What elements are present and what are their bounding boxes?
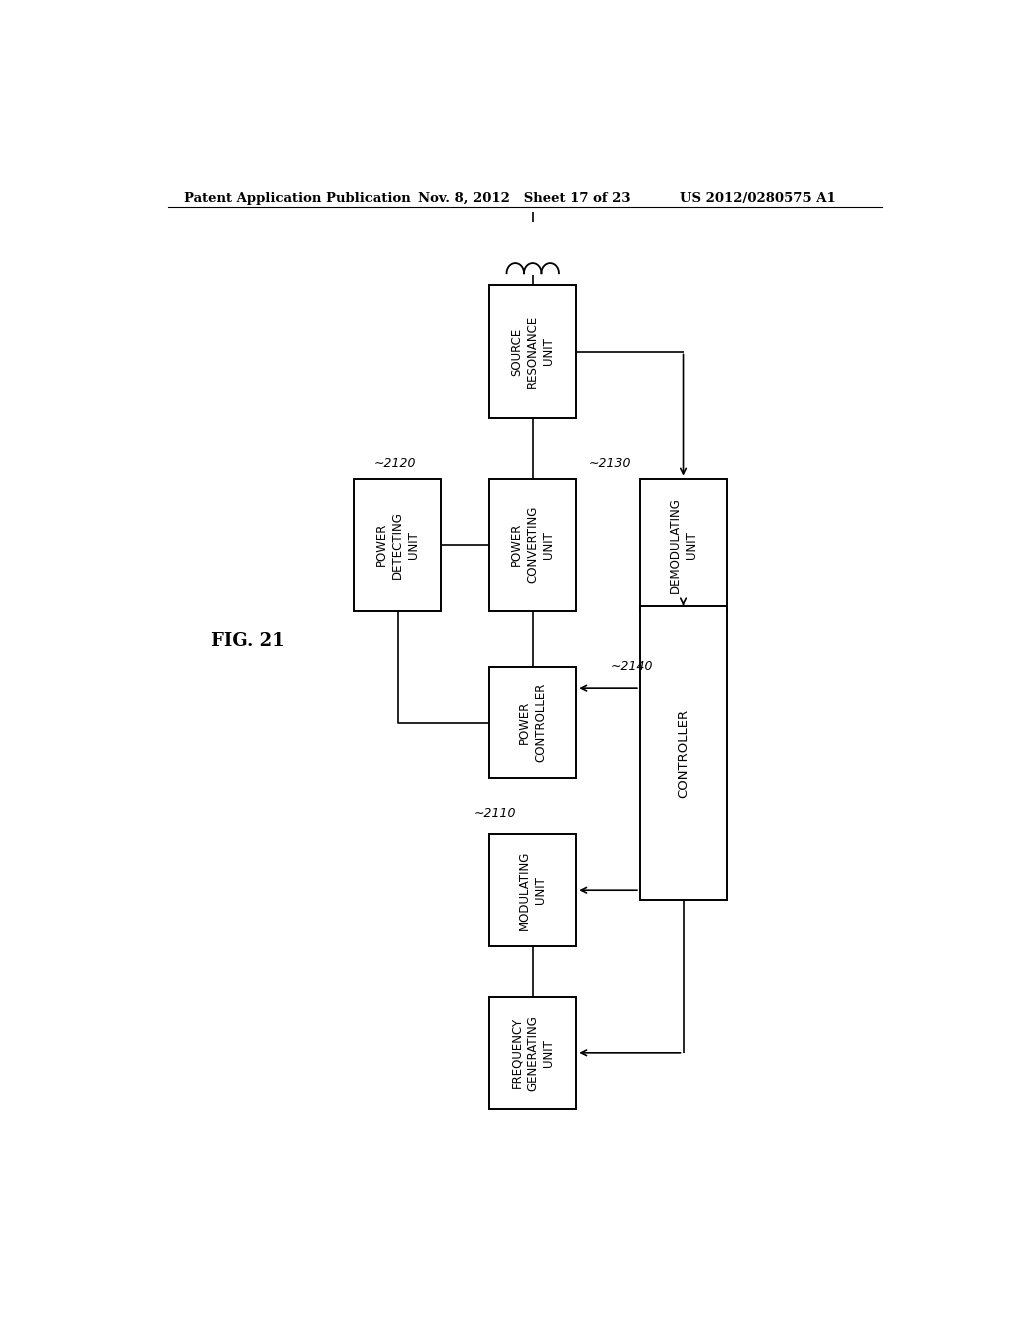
- Text: ∼2120: ∼2120: [374, 457, 417, 470]
- Bar: [489, 667, 577, 779]
- Text: DEMODULATING
UNIT: DEMODULATING UNIT: [669, 496, 698, 593]
- Text: ∼2130: ∼2130: [588, 457, 631, 470]
- Text: Nov. 8, 2012   Sheet 17 of 23: Nov. 8, 2012 Sheet 17 of 23: [418, 191, 630, 205]
- Text: MODULATING
UNIT: MODULATING UNIT: [518, 850, 547, 929]
- Text: POWER
DETECTING
UNIT: POWER DETECTING UNIT: [376, 511, 420, 578]
- Text: ∼2140: ∼2140: [610, 660, 653, 673]
- Text: POWER
CONTROLLER: POWER CONTROLLER: [518, 682, 547, 762]
- Bar: [489, 285, 577, 417]
- Bar: [489, 997, 577, 1109]
- Bar: [354, 479, 441, 611]
- Text: FIG. 21: FIG. 21: [211, 632, 285, 651]
- Text: SOURCE
RESONANCE
UNIT: SOURCE RESONANCE UNIT: [510, 315, 555, 388]
- Text: ∼2110: ∼2110: [473, 808, 516, 821]
- Text: US 2012/0280575 A1: US 2012/0280575 A1: [680, 191, 836, 205]
- Text: CONTROLLER: CONTROLLER: [677, 709, 690, 797]
- Bar: [640, 479, 727, 611]
- Bar: [489, 479, 577, 611]
- Text: Patent Application Publication: Patent Application Publication: [183, 191, 411, 205]
- Bar: [640, 606, 727, 900]
- Bar: [489, 834, 577, 946]
- Text: POWER
CONVERTING
UNIT: POWER CONVERTING UNIT: [510, 506, 555, 583]
- Text: FREQUENCY
GENERATING
UNIT: FREQUENCY GENERATING UNIT: [510, 1015, 555, 1090]
